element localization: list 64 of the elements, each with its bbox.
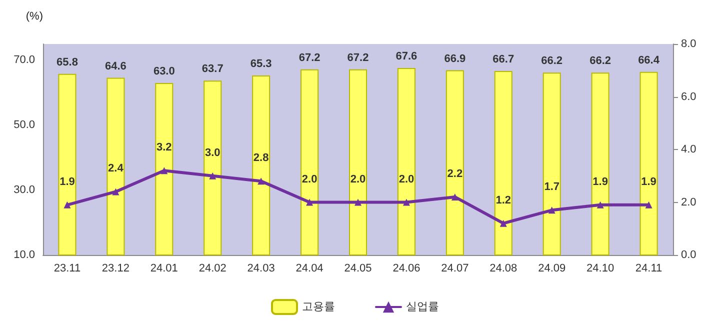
point	[548, 206, 556, 214]
data-label: 66.9	[444, 52, 466, 65]
point	[402, 198, 410, 206]
data-label: 66.4	[638, 54, 660, 66]
y2-tick-label: 8.0	[681, 38, 696, 50]
x-tick-label: 24.03	[247, 262, 275, 274]
data-label: 67.2	[298, 52, 320, 64]
data-label: 1.9	[592, 176, 608, 188]
x-tick-label: 24.02	[198, 262, 226, 274]
point	[112, 188, 120, 196]
data-label: 66.2	[541, 55, 563, 68]
point	[306, 198, 314, 206]
x-tick-label: 24.10	[586, 262, 614, 274]
y-axis-title: (%)	[26, 10, 43, 22]
x-tick-label: 24.05	[344, 262, 372, 274]
point	[451, 193, 458, 200]
data-label: 2.0	[398, 173, 414, 186]
data-label: 1.9	[641, 176, 656, 188]
y-tick-label: 50.0	[14, 119, 35, 132]
x-tick-label: 24.04	[296, 262, 324, 274]
data-label: 63.0	[153, 65, 175, 78]
y-tick-label: 30.0	[14, 184, 35, 196]
x-tick-label: 24.01	[150, 262, 178, 274]
data-label: 65.3	[250, 58, 272, 70]
x-tick-label: 24.07	[441, 262, 469, 274]
x-tick-label: 24.08	[490, 262, 518, 274]
data-label: 1.2	[496, 194, 512, 206]
data-label: 66.2	[590, 55, 612, 68]
data-label: 3.2	[156, 142, 172, 154]
x-tick-label: 23.11	[54, 262, 81, 274]
data-label: 2.2	[447, 168, 463, 180]
data-label: 2.0	[350, 173, 366, 186]
data-label: 3.0	[204, 146, 220, 159]
data-label: 67.6	[396, 50, 418, 63]
data-label: 66.7	[492, 53, 514, 66]
point	[209, 172, 216, 180]
x-tick-label: 24.06	[392, 262, 420, 274]
legend-label: 고용률	[302, 301, 335, 313]
point	[596, 201, 604, 208]
data-label: 1.9	[60, 176, 75, 188]
data-label: 67.2	[347, 52, 369, 64]
data-label: 65.8	[56, 56, 78, 68]
y-tick-label: 70.0	[14, 54, 35, 66]
data-label: 1.7	[544, 181, 560, 194]
y2-tick-label: 2.0	[681, 196, 696, 208]
y2-tick-label: 4.0	[681, 144, 696, 156]
x-tick-label: 24.09	[538, 262, 566, 274]
data-label: 2.8	[253, 152, 269, 164]
legend-label: 실업률	[406, 301, 439, 313]
y-tick-label: 10.0	[14, 249, 35, 261]
y2-tick-label: 6.0	[681, 90, 696, 103]
data-label: 63.7	[202, 63, 224, 76]
point	[645, 201, 652, 208]
data-label: 2.0	[302, 173, 318, 186]
point	[64, 201, 71, 208]
point	[160, 167, 168, 174]
y2-tick-label: 0.0	[681, 249, 696, 261]
data-label: 2.4	[108, 162, 124, 175]
point	[258, 178, 265, 185]
data-label: 64.6	[104, 60, 126, 72]
x-tick-label: 24.11	[635, 262, 662, 274]
point	[500, 220, 507, 227]
x-tick-label: 23.12	[102, 262, 130, 274]
point	[354, 198, 362, 206]
